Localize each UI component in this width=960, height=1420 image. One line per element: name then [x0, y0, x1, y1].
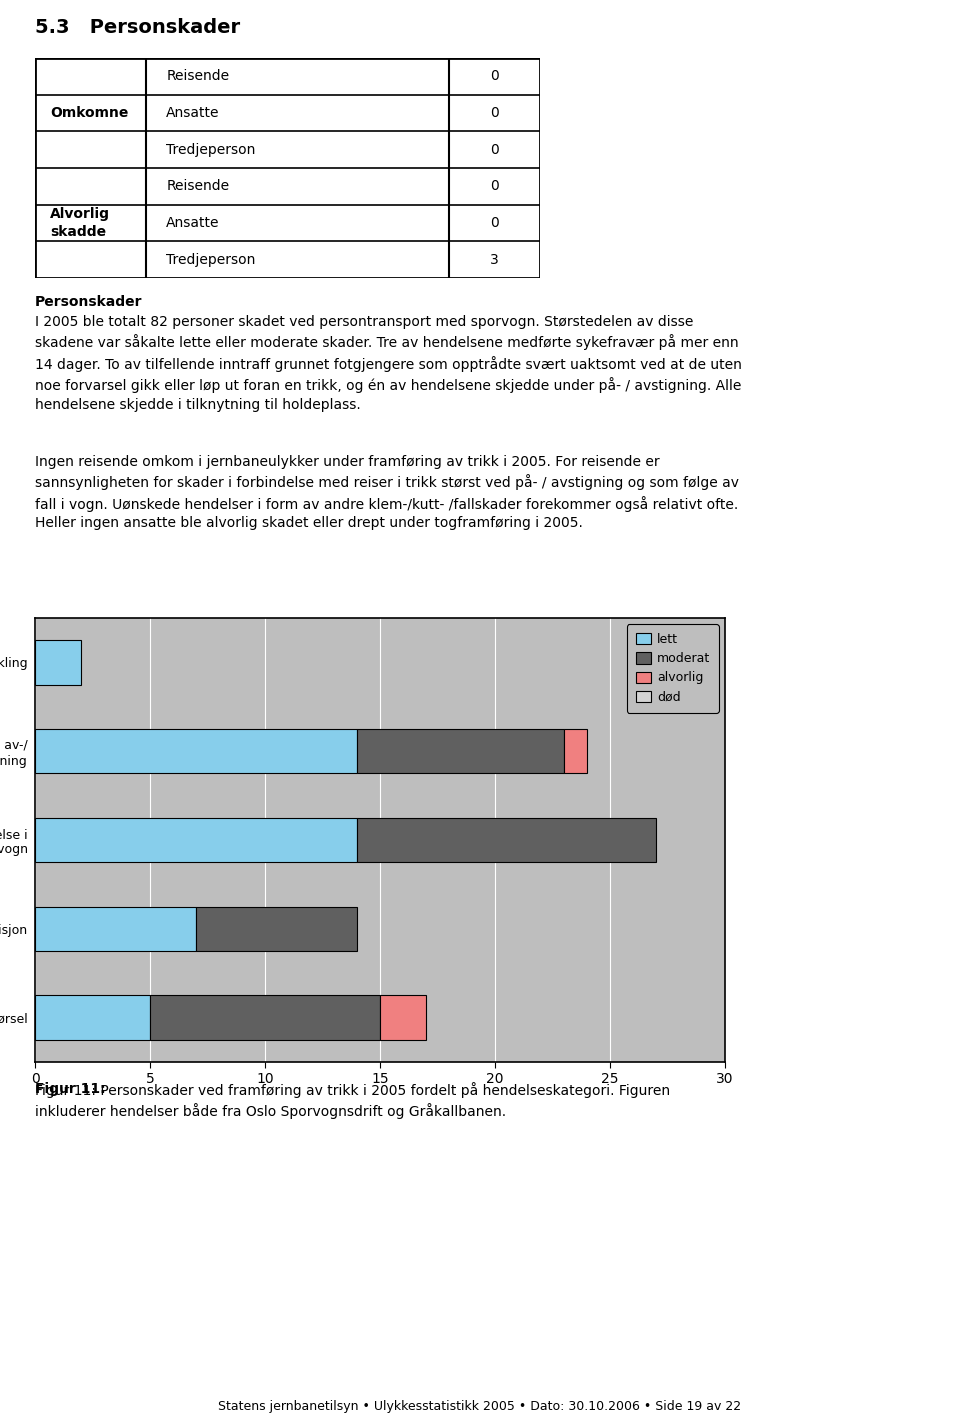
- Bar: [357, 728, 564, 774]
- Text: Ansatte: Ansatte: [166, 106, 220, 121]
- Text: Ingen reisende omkom i jernbaneulykker under framføring av trikk i 2005. For rei: Ingen reisende omkom i jernbaneulykker u…: [35, 454, 739, 531]
- Text: Figur 11: Personskader ved framføring av trikk i 2005 fordelt på hendelseskatego: Figur 11: Personskader ved framføring av…: [35, 1082, 670, 1119]
- Text: 0: 0: [491, 216, 499, 230]
- Text: 0: 0: [491, 106, 499, 121]
- Bar: [564, 728, 587, 774]
- Bar: [357, 818, 656, 862]
- Text: 3: 3: [491, 253, 499, 267]
- Text: Figur 11:: Figur 11:: [35, 1082, 106, 1096]
- Text: 0: 0: [491, 70, 499, 84]
- Text: Omkomne: Omkomne: [50, 106, 129, 121]
- Text: Personskader: Personskader: [35, 295, 142, 310]
- Text: Statens jernbanetilsyn • Ulykkesstatistikk 2005 • Dato: 30.10.2006 • Side 19 av : Statens jernbanetilsyn • Ulykkesstatisti…: [219, 1400, 741, 1413]
- Text: Alvorlig
skadde: Alvorlig skadde: [50, 207, 110, 239]
- Text: Reisende: Reisende: [166, 179, 229, 193]
- Bar: [196, 906, 357, 951]
- Text: Reisende: Reisende: [166, 70, 229, 84]
- Text: I 2005 ble totalt 82 personer skadet ved persontransport med sporvogn. Størstede: I 2005 ble totalt 82 personer skadet ved…: [35, 315, 742, 412]
- Text: 5.3   Personskader: 5.3 Personskader: [35, 18, 240, 37]
- Bar: [35, 728, 357, 774]
- Bar: [150, 995, 380, 1039]
- Text: Ansatte: Ansatte: [166, 216, 220, 230]
- Bar: [35, 818, 357, 862]
- Bar: [35, 640, 81, 684]
- Legend: lett, moderat, alvorlig, død: lett, moderat, alvorlig, død: [627, 625, 719, 713]
- Text: 0: 0: [491, 179, 499, 193]
- Bar: [380, 995, 426, 1039]
- Bar: [35, 995, 150, 1039]
- Text: Tredjeperson: Tredjeperson: [166, 253, 255, 267]
- Text: Tredjeperson: Tredjeperson: [166, 142, 255, 156]
- Text: 0: 0: [491, 142, 499, 156]
- Bar: [35, 906, 196, 951]
